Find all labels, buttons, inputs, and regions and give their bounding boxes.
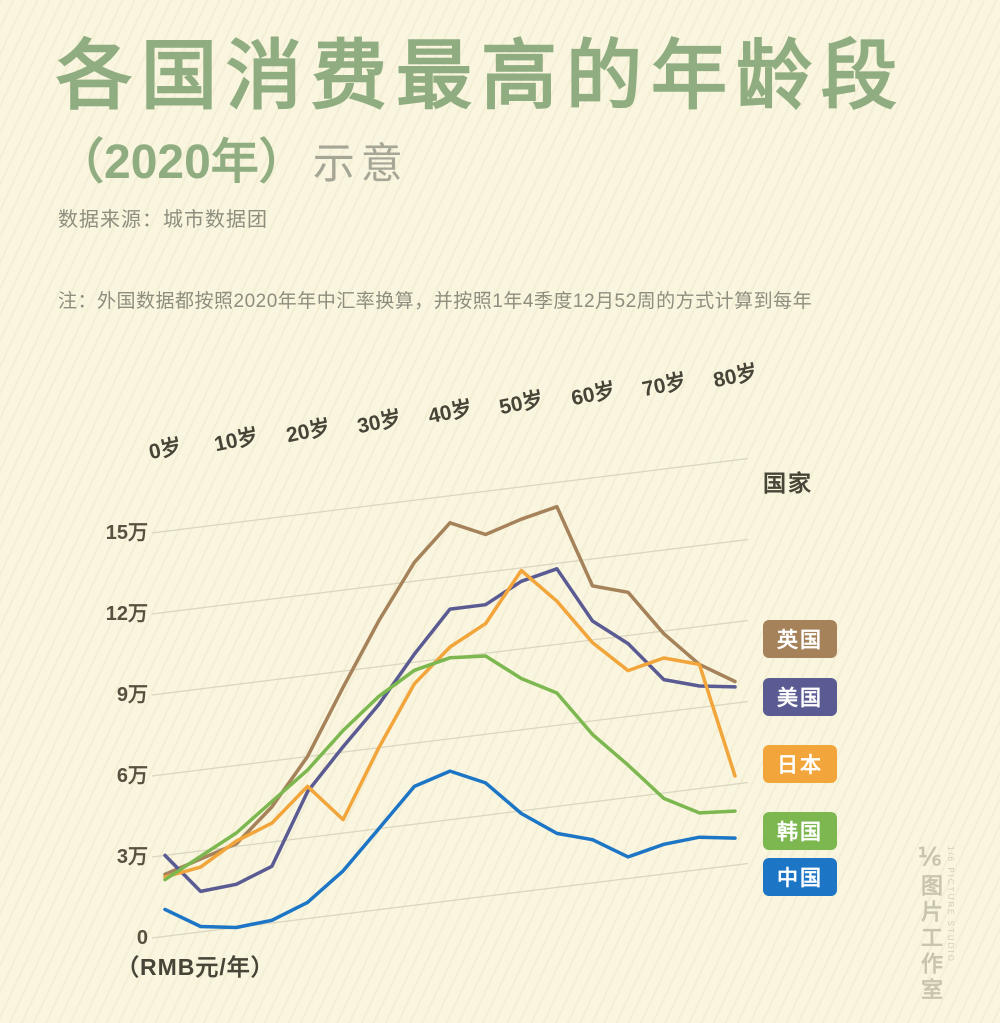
y-tick-0: 0 bbox=[136, 927, 148, 949]
legend-pill-japan: 日本 bbox=[763, 745, 837, 783]
series-line-japan bbox=[163, 568, 737, 879]
data-source-text: 数据来源：城市数据团 bbox=[58, 209, 268, 231]
studio-watermark-cn: 图片工作室 bbox=[918, 874, 943, 1004]
y-tick-15: 15万 bbox=[105, 522, 148, 544]
legend-pill-korea: 韩国 bbox=[763, 812, 837, 850]
page-subtitle: （2020年） 示意 bbox=[56, 122, 409, 192]
page-title: 各国消费最高的年龄段 bbox=[56, 34, 906, 119]
subtitle-schematic: 示意 bbox=[312, 140, 409, 187]
studio-logo-icon: ⅙ bbox=[918, 844, 942, 871]
series-line-korea bbox=[163, 654, 737, 882]
y-tick-9: 9万 bbox=[116, 684, 148, 706]
legend-pill-uk: 英国 bbox=[763, 620, 837, 658]
subtitle-year: （2020年） bbox=[56, 136, 307, 189]
gridline-15 bbox=[151, 457, 749, 534]
series-line-us bbox=[163, 567, 737, 894]
legend-title: 国家 bbox=[763, 470, 813, 496]
legend-pill-china: 中国 bbox=[763, 858, 837, 896]
y-tick-3: 3万 bbox=[116, 846, 148, 868]
y-axis-unit-label: （RMB元/年） bbox=[116, 954, 275, 980]
studio-watermark-en: 1/6 PICTURE STUDIO bbox=[946, 846, 955, 963]
footnote-text: 注：外国数据都按照2020年年中汇率换算，并按照1年4季度12月52周的方式计算… bbox=[58, 291, 813, 312]
series-line-china bbox=[163, 769, 737, 930]
y-tick-6: 6万 bbox=[116, 765, 148, 787]
y-tick-12: 12万 bbox=[105, 603, 148, 625]
legend-pill-us: 美国 bbox=[763, 678, 837, 716]
gridline-3 bbox=[151, 781, 749, 858]
series-line-uk bbox=[163, 504, 737, 877]
gridline-6 bbox=[151, 700, 749, 777]
gridline-12 bbox=[151, 538, 749, 615]
